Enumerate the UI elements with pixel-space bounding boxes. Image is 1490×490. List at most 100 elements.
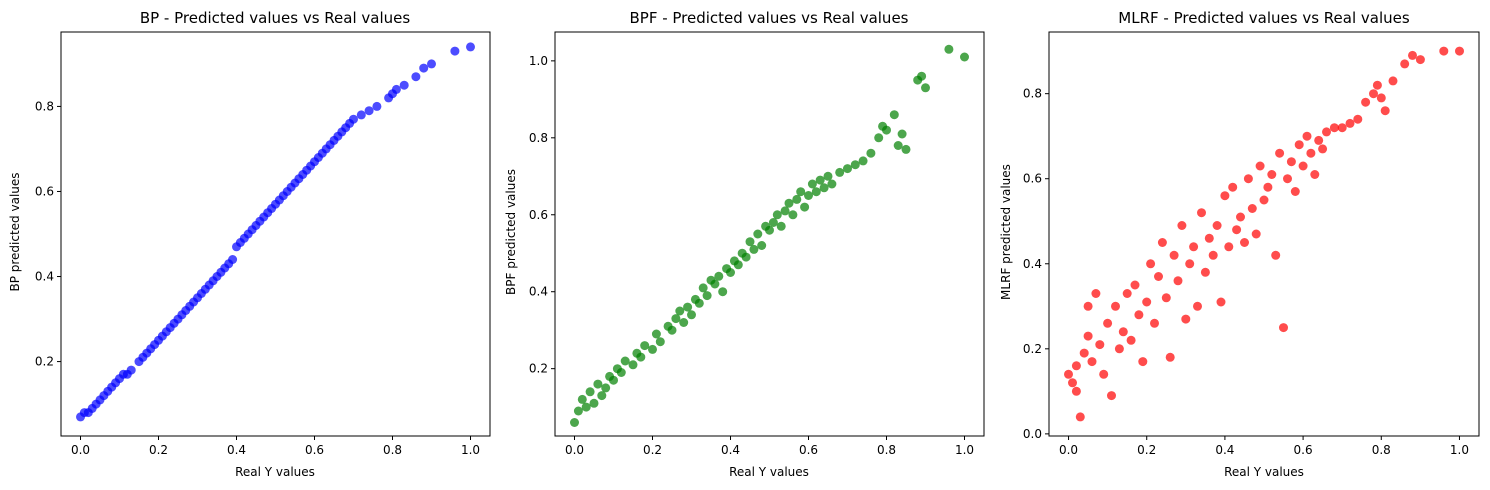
data-point (577, 394, 587, 404)
data-point (1177, 221, 1187, 230)
data-point (1204, 233, 1214, 243)
data-point (1212, 221, 1222, 230)
x-tick-label: 0.8 (877, 443, 896, 457)
data-point (1107, 391, 1116, 401)
data-point (1134, 310, 1144, 320)
data-point (1095, 340, 1105, 350)
y-tick-label: 0.6 (529, 208, 548, 222)
data-point (1087, 357, 1097, 367)
data-point (1157, 238, 1167, 247)
data-point (1185, 259, 1195, 269)
x-tick-label: 0.8 (1372, 443, 1391, 457)
data-point (1071, 386, 1081, 396)
data-point (917, 71, 927, 81)
data-point (593, 379, 603, 389)
data-point (1400, 59, 1410, 69)
y-axis-label: BPF predicted values (504, 169, 518, 295)
data-point (1353, 114, 1363, 124)
data-point (944, 44, 954, 54)
data-point (753, 229, 763, 239)
data-point (1302, 131, 1312, 141)
panel-bp: BP - Predicted values vs Real values Rea… (8, 9, 410, 479)
y-tick-label: 0.0 (1023, 427, 1042, 441)
data-point (364, 106, 374, 116)
x-tick-label: 1.0 (955, 443, 974, 457)
data-point (897, 129, 907, 139)
data-point (1154, 272, 1163, 281)
data-point (1068, 378, 1077, 388)
data-point (1224, 242, 1234, 252)
data-point (1216, 297, 1226, 307)
y-tick-label: 0.8 (1023, 87, 1042, 101)
axes-frame (60, 31, 491, 437)
plot-area: 0.0 0.2 0.4 0.6 0.8 1.0 0.2 0.4 0.6 0.8 (35, 31, 491, 457)
data-point (882, 125, 891, 135)
data-point (1189, 242, 1199, 252)
y-tick-label: 1.0 (529, 54, 548, 68)
x-axis-label: Real Y values (235, 465, 315, 479)
data-point (694, 298, 704, 308)
y-tick-label: 0.6 (35, 184, 54, 198)
data-point (1208, 250, 1218, 260)
data-point (667, 325, 677, 335)
data-point (1267, 170, 1277, 179)
data-point (768, 218, 778, 227)
data-point (1369, 89, 1378, 99)
data-point (765, 225, 774, 235)
x-axis-label: Real Y values (1224, 465, 1304, 479)
data-point (807, 179, 817, 189)
data-point (1255, 161, 1265, 171)
data-point (733, 260, 743, 270)
x-tick-label: 0.8 (383, 443, 402, 457)
data-point (1240, 238, 1249, 247)
data-point (835, 167, 845, 177)
data-point (1455, 46, 1464, 56)
data-point (1388, 76, 1398, 86)
x-tick-label: 0.2 (643, 443, 662, 457)
data-point (1103, 318, 1113, 328)
data-point (815, 175, 825, 185)
data-point (450, 46, 460, 56)
data-point (749, 244, 759, 254)
data-point (1200, 267, 1210, 277)
data-point (796, 187, 806, 197)
data-point (1150, 318, 1159, 328)
data-point (1083, 301, 1093, 311)
data-point (921, 83, 930, 93)
axes-frame (1048, 31, 1480, 437)
data-point (780, 206, 790, 216)
data-point (1251, 229, 1261, 239)
data-point (714, 271, 724, 281)
data-point (1408, 50, 1417, 60)
x-tick-label: 1.0 (1450, 443, 1469, 457)
data-point (1236, 212, 1245, 222)
data-point (1271, 250, 1281, 260)
data-point (466, 42, 475, 52)
data-point (811, 187, 821, 197)
data-point (827, 179, 837, 189)
data-point (675, 306, 685, 316)
data-point (1329, 123, 1339, 133)
data-point (1345, 118, 1355, 128)
data-point (1181, 314, 1191, 324)
data-point (1243, 174, 1253, 184)
axes-frame (554, 31, 985, 437)
scatter-series (1064, 46, 1464, 422)
y-axis-label: MLRF predicted values (999, 164, 1013, 300)
data-point (655, 337, 665, 347)
data-point (823, 171, 833, 181)
data-point (745, 237, 755, 247)
data-point (616, 368, 626, 377)
chart-title: BP - Predicted values vs Real values (140, 9, 411, 27)
x-tick-label: 0.0 (71, 443, 90, 457)
y-tick-label: 0.8 (529, 131, 548, 145)
data-point (1298, 161, 1308, 171)
data-point (893, 141, 903, 150)
data-point (628, 360, 638, 370)
data-point (589, 398, 599, 408)
data-point (1142, 297, 1152, 307)
data-point (804, 191, 813, 200)
x-tick-label: 0.0 (1059, 443, 1078, 457)
data-point (800, 202, 810, 212)
